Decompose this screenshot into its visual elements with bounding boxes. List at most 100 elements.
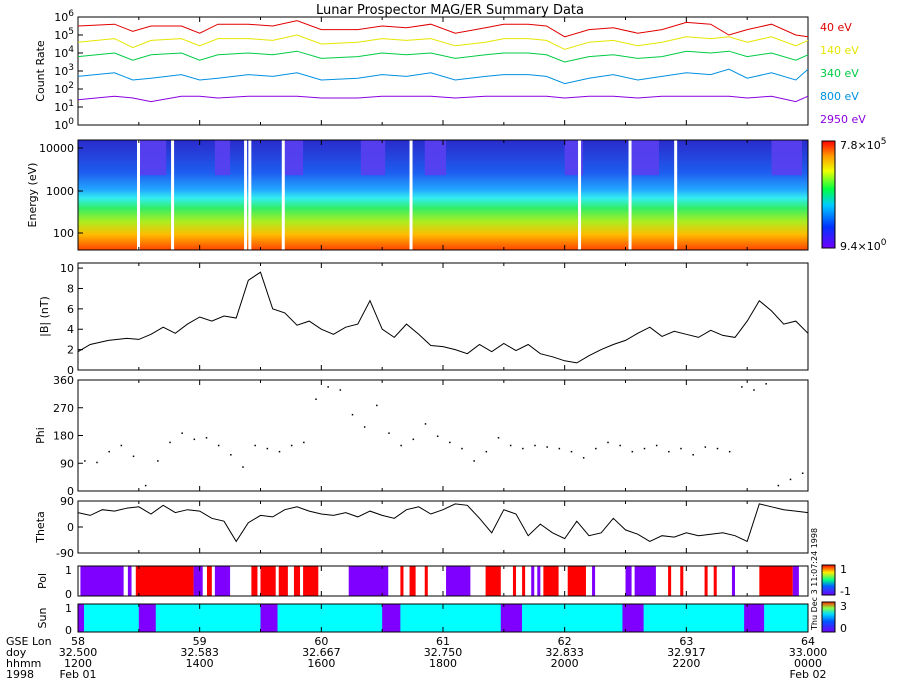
theta-frame [77, 500, 809, 554]
theta-ytick-label: 0 [67, 521, 74, 534]
energy-ytick-label: 1000 [46, 185, 74, 198]
spectrogram-data-gap [244, 140, 248, 250]
sun-strip-segment [260, 604, 278, 632]
phi-point [205, 437, 208, 439]
phi-point [217, 444, 220, 447]
sun-strip-segment [84, 604, 139, 632]
phi-point [801, 472, 804, 474]
phi-point [169, 441, 171, 444]
colorbar-max-label: 7.8×105 [840, 137, 886, 152]
phi-point [461, 447, 463, 450]
x-axis-tick-hhmm: 0000 [794, 657, 822, 670]
phi-point [497, 437, 500, 439]
spectrogram-dark-interval [360, 140, 386, 176]
phi-point [327, 386, 329, 388]
field-magnitude-ytick-label: 6 [67, 303, 74, 316]
plot-timestamp: Thu Dec 3 11:07:24 1998 [810, 528, 819, 631]
count-rate-legend-entry: 40 eV [820, 21, 852, 34]
pol-strip-segment [713, 566, 717, 596]
energy-colorbar [821, 140, 836, 249]
phi-point [546, 446, 548, 448]
pol-strip-segment [206, 566, 212, 596]
sun-strip-segment [400, 604, 501, 632]
phi-point [777, 484, 780, 487]
pol-strip-segment [193, 566, 203, 596]
pol-strip-segment [485, 566, 501, 596]
count-rate-ytick-label: 102 [54, 81, 74, 96]
sun-strip-segment [78, 604, 85, 632]
count-rate-ytick-label: 106 [54, 9, 74, 24]
phi-point [424, 423, 427, 425]
field-magnitude-ytick-label: 4 [67, 323, 74, 336]
field-magnitude-ytick-label: 0 [67, 364, 74, 377]
pol-strip-colorbar [821, 564, 836, 596]
pol-strip-segment [592, 566, 596, 596]
spectrogram-data-gap [248, 140, 252, 250]
x-axis-tick-lon: 61 [436, 635, 450, 648]
pol-strip-segment [680, 566, 684, 596]
phi-point [509, 444, 512, 447]
x-axis-tick-lon: 64 [801, 635, 815, 648]
sun-strip-segment [744, 604, 765, 632]
pol-strip-segment [260, 566, 276, 596]
pol-strip-axis-label: Pol [36, 573, 49, 589]
phi-point [339, 389, 342, 391]
pol-strip-segment [792, 566, 799, 596]
phi-point [765, 383, 767, 385]
phi-point [96, 461, 98, 464]
sun-strip-segment [277, 604, 383, 632]
phi-point [351, 413, 354, 416]
phi-point [716, 447, 719, 450]
energy-ytick-label: 10000 [39, 142, 74, 155]
spectrogram-dark-interval [284, 140, 304, 176]
phi-point [254, 444, 256, 447]
sun-strip-colorbar [821, 601, 836, 633]
count-rate-axis-label: Count Rate [34, 40, 47, 102]
pol-strip-segment [293, 566, 301, 596]
pol-strip-segment [522, 566, 526, 596]
sun-strip-ytick-label: 0 [65, 624, 72, 637]
pol-strip-segment [531, 566, 535, 596]
pol-strip-segment [567, 566, 586, 596]
x-axis-tick-date: Feb 01 [60, 668, 97, 681]
sun-strip-colorbar-top-label: 3 [840, 600, 847, 613]
x-axis-tick-doy: 32.833 [545, 646, 584, 659]
theta-axis-label: Theta [34, 511, 47, 544]
pol-strip-ytick-label: 1 [65, 564, 72, 577]
phi-point [607, 441, 609, 444]
phi-point [704, 446, 707, 448]
x-axis-tick-lon: 59 [193, 635, 207, 648]
theta-ytick-label: -90 [56, 547, 74, 560]
phi-point [741, 386, 743, 388]
x-axis-tick-lon: 63 [679, 635, 693, 648]
count-rate-ytick-label: 103 [54, 63, 74, 78]
phi-point [400, 444, 402, 447]
phi-point [522, 447, 524, 450]
spectrogram-dark-interval [631, 140, 659, 176]
x-axis-tick-doy: 32.583 [180, 646, 219, 659]
phi-point [485, 450, 488, 453]
phi-point [84, 460, 86, 462]
phi-point [534, 444, 536, 447]
phi-point [266, 447, 269, 450]
phi-point [619, 444, 621, 447]
phi-point [680, 447, 682, 450]
field-magnitude-axis-label: |B| (nT) [38, 296, 51, 337]
pol-strip-segment [625, 566, 632, 596]
pol-strip-segment [704, 566, 708, 596]
count-rate-series-line [77, 34, 809, 50]
phi-point [668, 450, 670, 453]
count-rate-series-line [77, 20, 809, 38]
phi-point [595, 447, 597, 450]
phi-frame [77, 379, 809, 492]
pol-strip-segment [409, 566, 416, 596]
pol-strip-segment [127, 566, 132, 596]
x-axis-tick-hhmm: 1200 [64, 657, 92, 670]
field-magnitude-ytick-label: 2 [67, 344, 74, 357]
sun-strip-segment [764, 604, 808, 632]
x-axis-tick-date: Feb 02 [790, 668, 827, 681]
sun-strip-ytick-label: 1 [65, 602, 72, 615]
x-axis-row-label: hhmm [6, 657, 41, 670]
count-rate-legend-entry: 140 eV [820, 44, 859, 57]
phi-ytick-label: 0 [67, 485, 74, 498]
